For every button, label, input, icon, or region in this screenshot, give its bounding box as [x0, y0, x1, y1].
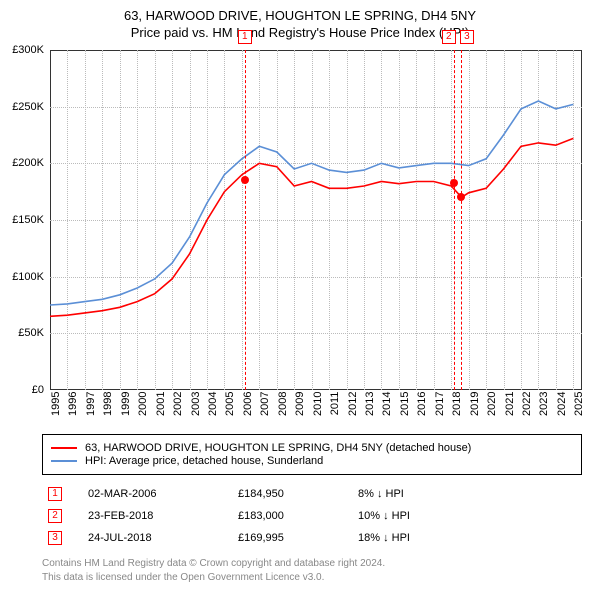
event-number-box: 3	[460, 30, 474, 44]
event-line	[461, 50, 462, 390]
event-row: 3 24-JUL-2018£169,99518% ↓ HPI	[42, 527, 582, 549]
event-number: 3	[48, 531, 62, 545]
y-tick-label: £200K	[12, 157, 44, 169]
event-delta: 8% ↓ HPI	[352, 483, 582, 505]
event-line	[454, 50, 455, 390]
y-tick-label: £300K	[12, 44, 44, 56]
event-number-box: 1	[238, 30, 252, 44]
event-date: 24-JUL-2018	[82, 527, 232, 549]
event-delta: 18% ↓ HPI	[352, 527, 582, 549]
chart-title: 63, HARWOOD DRIVE, HOUGHTON LE SPRING, D…	[10, 8, 590, 23]
y-tick-label: £150K	[12, 214, 44, 226]
legend-item: HPI: Average price, detached house, Sund…	[51, 455, 573, 467]
event-delta: 10% ↓ HPI	[352, 505, 582, 527]
event-price: £169,995	[232, 527, 352, 549]
event-price: £184,950	[232, 483, 352, 505]
legend-swatch	[51, 460, 77, 462]
series-line	[50, 101, 573, 305]
event-number: 2	[48, 509, 62, 523]
event-date: 23-FEB-2018	[82, 505, 232, 527]
legend-swatch	[51, 447, 77, 449]
event-row: 1 02-MAR-2006£184,9508% ↓ HPI	[42, 483, 582, 505]
event-price: £183,000	[232, 505, 352, 527]
event-date: 02-MAR-2006	[82, 483, 232, 505]
event-number-box: 2	[442, 30, 456, 44]
event-number: 1	[48, 487, 62, 501]
event-marker	[241, 176, 249, 184]
chart-title-block: 63, HARWOOD DRIVE, HOUGHTON LE SPRING, D…	[0, 0, 600, 44]
chart-subtitle: Price paid vs. HM Land Registry's House …	[10, 25, 590, 40]
legend-label: 63, HARWOOD DRIVE, HOUGHTON LE SPRING, D…	[85, 442, 471, 454]
y-tick-label: £100K	[12, 271, 44, 283]
event-marker	[457, 193, 465, 201]
event-line	[245, 50, 246, 390]
event-row: 2 23-FEB-2018£183,00010% ↓ HPI	[42, 505, 582, 527]
attribution-line1: Contains HM Land Registry data © Crown c…	[42, 557, 582, 571]
y-tick-label: £50K	[18, 327, 44, 339]
attribution-line2: This data is licensed under the Open Gov…	[42, 571, 582, 585]
event-marker	[450, 179, 458, 187]
series-line	[50, 138, 573, 316]
y-tick-label: £250K	[12, 101, 44, 113]
legend-item: 63, HARWOOD DRIVE, HOUGHTON LE SPRING, D…	[51, 442, 573, 454]
legend-label: HPI: Average price, detached house, Sund…	[85, 455, 323, 467]
events-table: 1 02-MAR-2006£184,9508% ↓ HPI 2 23-FEB-2018…	[42, 483, 582, 549]
legend: 63, HARWOOD DRIVE, HOUGHTON LE SPRING, D…	[42, 434, 582, 475]
attribution: Contains HM Land Registry data © Crown c…	[42, 557, 582, 584]
y-tick-label: £0	[32, 384, 44, 396]
chart-plot-area: £0£50K£100K£150K£200K£250K£300K199519961…	[50, 50, 582, 390]
